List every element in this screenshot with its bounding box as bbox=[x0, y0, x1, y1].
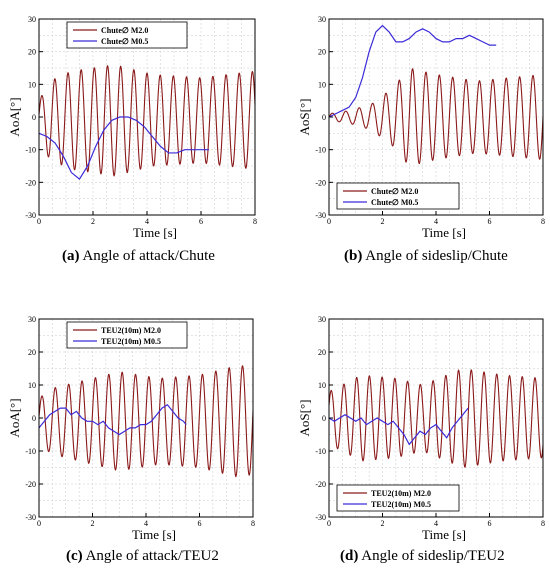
x-tick-label: 4 bbox=[144, 519, 148, 528]
caption-d-letter: (d) bbox=[340, 548, 359, 564]
x-tick-label: 4 bbox=[434, 519, 438, 528]
x-tick-label: 2 bbox=[381, 217, 385, 226]
x-axis-label: Time [s] bbox=[132, 527, 176, 542]
caption-c-text: Angle of attack/TEU2 bbox=[85, 548, 219, 564]
y-tick-label: 30 bbox=[318, 315, 326, 324]
series-line-d-1 bbox=[328, 407, 469, 446]
series-line-c-1 bbox=[38, 404, 187, 436]
series-line-a-1 bbox=[38, 116, 210, 180]
x-tick-label: 8 bbox=[541, 519, 545, 528]
y-tick-label: -20 bbox=[315, 178, 326, 187]
chart-c: 0 2 4 6 8 -30 -20 -10 0 10 20 30 Time [s] AoA[°] TEU2(… bbox=[7, 315, 255, 542]
legend-box bbox=[336, 182, 460, 210]
caption-c-letter: (c) bbox=[66, 548, 83, 564]
caption-b: (b) Angle of sideslip/Chute bbox=[344, 248, 508, 265]
x-tick-label: 6 bbox=[199, 217, 203, 226]
x-axis-label: Time [s] bbox=[422, 225, 466, 240]
legend-entry: Chute∅ M0.5 bbox=[101, 37, 148, 46]
x-tick-label: 8 bbox=[253, 217, 257, 226]
y-tick-label: -30 bbox=[25, 211, 36, 220]
caption-a-letter: (a) bbox=[62, 248, 80, 264]
y-tick-label: -30 bbox=[315, 513, 326, 522]
y-axis-label: AoS[°] bbox=[297, 99, 312, 136]
y-axis-label: AoA[°] bbox=[7, 97, 22, 136]
x-tick-label: 2 bbox=[381, 519, 385, 528]
y-tick-label: -20 bbox=[25, 178, 36, 187]
series-line-d-0 bbox=[328, 369, 544, 468]
series-line-a-0 bbox=[38, 65, 256, 177]
series-line-b-0 bbox=[328, 68, 544, 165]
x-axis-label: Time [s] bbox=[422, 527, 466, 542]
x-tick-label: 0 bbox=[37, 217, 41, 226]
y-tick-label: 20 bbox=[28, 48, 36, 57]
x-tick-label: 6 bbox=[488, 217, 492, 226]
legend-entry: TEU2(10m) M0.5 bbox=[371, 500, 431, 509]
x-tick-label: 4 bbox=[145, 217, 149, 226]
x-tick-label: 2 bbox=[91, 217, 95, 226]
legend-entry: Chute∅ M2.0 bbox=[101, 26, 148, 35]
x-tick-label: 0 bbox=[37, 519, 41, 528]
legend-entry: Chute∅ M2.0 bbox=[371, 187, 418, 196]
y-axis-label: AoA[°] bbox=[7, 398, 22, 437]
caption-d: (d) Angle of sideslip/TEU2 bbox=[340, 548, 505, 565]
y-tick-label: -10 bbox=[315, 447, 326, 456]
caption-a-text: Angle of attack/Chute bbox=[82, 248, 215, 264]
legend-entry: Chute∅ M0.5 bbox=[371, 198, 418, 207]
y-tick-label: -30 bbox=[315, 211, 326, 220]
x-tick-label: 0 bbox=[327, 217, 331, 226]
y-tick-label: -30 bbox=[25, 513, 36, 522]
y-tick-label: 10 bbox=[318, 381, 326, 390]
x-tick-label: 0 bbox=[327, 519, 331, 528]
y-tick-label: 20 bbox=[318, 48, 326, 57]
legend-box bbox=[66, 21, 188, 49]
caption-b-letter: (b) bbox=[344, 248, 363, 264]
y-axis-label: AoS[°] bbox=[297, 400, 312, 437]
y-tick-label: 20 bbox=[318, 348, 326, 357]
series-line-b-1 bbox=[328, 24, 497, 118]
y-tick-label: 30 bbox=[28, 315, 36, 324]
chart-b: 0 2 4 6 8 -30 -20 -10 0 10 20 30 Time [s] AoS[°] Chute… bbox=[297, 15, 545, 240]
legend-box bbox=[66, 321, 188, 349]
x-tick-label: 6 bbox=[488, 519, 492, 528]
y-tick-label: 10 bbox=[318, 80, 326, 89]
x-tick-label: 2 bbox=[91, 519, 95, 528]
caption-b-text: Angle of sideslip/Chute bbox=[365, 248, 508, 264]
y-tick-label: -10 bbox=[25, 146, 36, 155]
y-tick-label: -20 bbox=[315, 480, 326, 489]
chart-a: 0 2 4 6 8 -30 -20 -10 0 10 20 30 Time [s] AoA[°] Chute… bbox=[7, 15, 257, 240]
y-tick-label: -20 bbox=[25, 480, 36, 489]
legend-entry: TEU2(10m) M2.0 bbox=[371, 489, 431, 498]
y-tick-label: 30 bbox=[28, 15, 36, 24]
y-tick-label: -10 bbox=[315, 146, 326, 155]
legend-entry: TEU2(10m) M0.5 bbox=[101, 337, 161, 346]
caption-c: (c) Angle of attack/TEU2 bbox=[66, 548, 219, 565]
chart-d: 0 2 4 6 8 -30 -20 -10 0 10 20 30 Time [s] AoS[°] TEU2(… bbox=[297, 315, 545, 542]
x-tick-label: 6 bbox=[198, 519, 202, 528]
y-tick-label: 10 bbox=[28, 80, 36, 89]
legend-box bbox=[336, 484, 460, 512]
legend-entry: TEU2(10m) M2.0 bbox=[101, 326, 161, 335]
y-tick-label: 10 bbox=[28, 381, 36, 390]
y-tick-label: 0 bbox=[322, 414, 326, 423]
y-tick-label: 20 bbox=[28, 348, 36, 357]
x-tick-label: 4 bbox=[434, 217, 438, 226]
x-axis-label: Time [s] bbox=[133, 225, 177, 240]
y-tick-label: 0 bbox=[32, 113, 36, 122]
y-tick-label: 0 bbox=[32, 414, 36, 423]
y-tick-label: -10 bbox=[25, 447, 36, 456]
y-tick-label: 0 bbox=[322, 113, 326, 122]
x-tick-label: 8 bbox=[541, 217, 545, 226]
caption-a: (a) Angle of attack/Chute bbox=[62, 248, 215, 265]
series-line-c-0 bbox=[38, 364, 254, 478]
y-tick-label: 30 bbox=[318, 15, 326, 24]
x-tick-label: 8 bbox=[251, 519, 255, 528]
caption-d-text: Angle of sideslip/TEU2 bbox=[361, 548, 505, 564]
